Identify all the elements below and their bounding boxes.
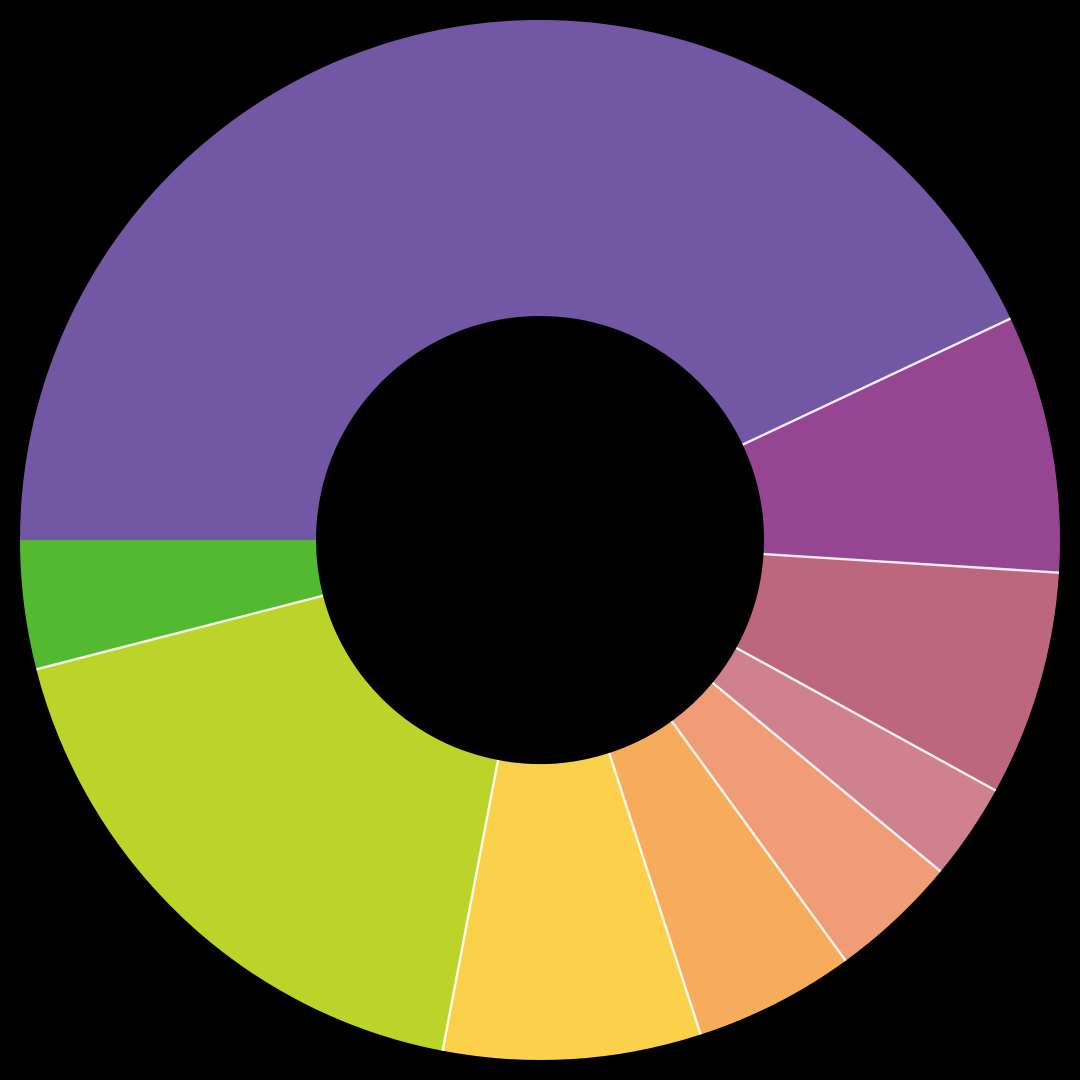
slice-separator xyxy=(441,759,500,1052)
pie-slice-purple[interactable] xyxy=(20,19,1011,541)
slice-separator xyxy=(36,594,324,671)
slice-separator xyxy=(608,752,702,1035)
pie-slice-green[interactable] xyxy=(20,540,324,670)
slice-separator xyxy=(742,317,1012,446)
pie-slice-yellow[interactable] xyxy=(442,753,701,1061)
slice-separator xyxy=(763,552,1060,574)
pie-slice-orange[interactable] xyxy=(609,721,846,1035)
pie-slice-magenta[interactable] xyxy=(742,318,1060,573)
pie-slice-rose[interactable] xyxy=(712,647,996,872)
slice-separator xyxy=(735,646,997,792)
pie-slice-mauve[interactable] xyxy=(736,554,1059,791)
slice-separator xyxy=(711,681,942,873)
slice-separator xyxy=(670,720,847,962)
pie-slice-lime[interactable] xyxy=(36,595,499,1051)
pie-slice-salmon[interactable] xyxy=(671,682,941,961)
